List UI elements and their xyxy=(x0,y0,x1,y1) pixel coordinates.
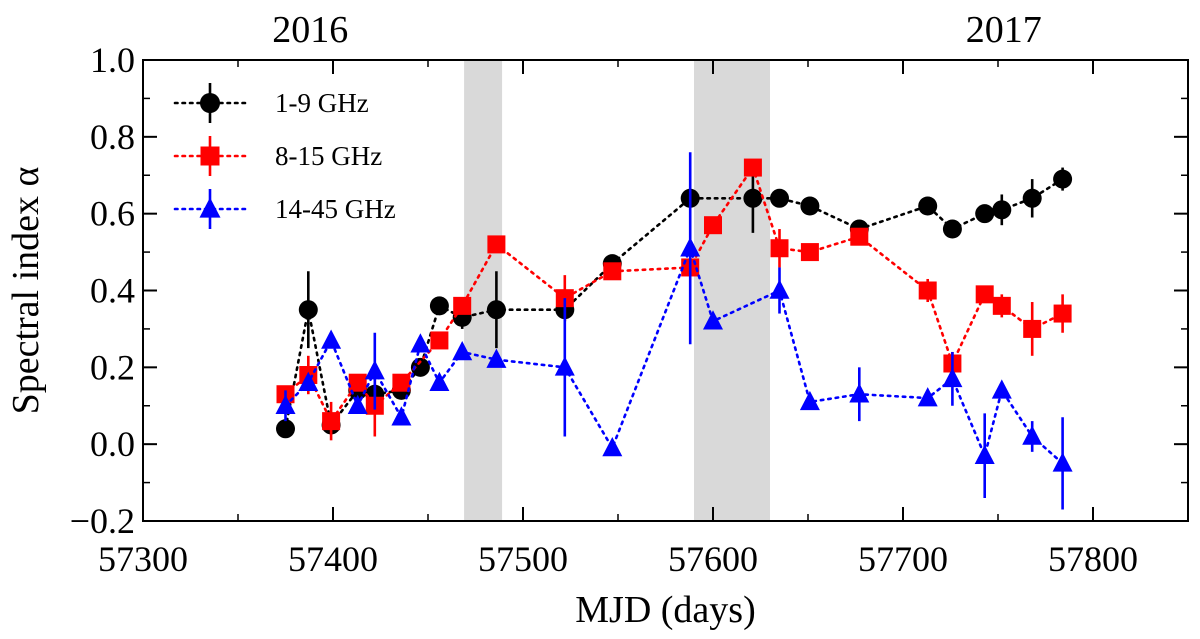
y-tick-label: 0.4 xyxy=(90,271,135,311)
series-14-45-ghz xyxy=(275,152,1073,510)
data-point xyxy=(276,419,295,439)
data-point xyxy=(453,296,472,315)
data-point xyxy=(298,300,318,320)
data-point xyxy=(1053,304,1072,323)
x-tick-label: 57700 xyxy=(858,539,948,579)
data-point xyxy=(918,196,938,216)
data-point xyxy=(321,329,342,349)
data-point xyxy=(704,216,722,235)
data-point xyxy=(770,239,789,258)
data-point xyxy=(391,406,412,426)
legend-marker xyxy=(200,146,220,166)
legend-marker xyxy=(200,93,220,113)
legend-item: 1-9 GHz xyxy=(173,83,369,123)
data-point xyxy=(486,348,507,368)
tick-labels: 57300 57400 57500 57600 57700 57800 −0.2 0.0 0.2… xyxy=(70,40,1138,579)
data-point xyxy=(1022,188,1042,208)
data-point xyxy=(429,371,450,391)
data-point xyxy=(452,340,473,361)
data-point xyxy=(800,243,819,262)
data-point xyxy=(1022,425,1043,445)
data-point xyxy=(975,285,994,304)
data-point xyxy=(322,412,341,431)
data-point xyxy=(554,356,575,376)
data-point xyxy=(800,196,820,216)
data-point xyxy=(942,367,963,388)
data-point xyxy=(769,279,790,299)
data-point xyxy=(603,262,622,281)
data-point xyxy=(348,373,367,392)
data-point xyxy=(992,296,1011,315)
data-point xyxy=(991,379,1012,399)
series-line xyxy=(284,244,1064,465)
data-point xyxy=(799,390,820,411)
data-point xyxy=(974,444,995,464)
year-labels: 2016 2017 xyxy=(272,9,1042,51)
year-label: 2017 xyxy=(966,9,1042,51)
data-point xyxy=(364,360,385,380)
data-point xyxy=(275,394,296,414)
y-axis-label: Spectral index α xyxy=(5,166,47,414)
legend: 1-9 GHz 8-15 GHz 14-45 GHz xyxy=(173,83,396,229)
data-point xyxy=(298,371,319,391)
data-point xyxy=(743,158,762,177)
data-point xyxy=(430,331,449,350)
y-tick-label: 0.2 xyxy=(90,347,135,387)
data-point xyxy=(429,296,449,316)
legend-label: 1-9 GHz xyxy=(275,88,369,118)
legend-label: 8-15 GHz xyxy=(275,141,382,171)
shaded-regions xyxy=(464,60,770,521)
x-tick-label: 57300 xyxy=(98,539,188,579)
data-point xyxy=(917,387,938,407)
shaded-region-2 xyxy=(694,60,770,521)
x-tick-label: 57400 xyxy=(288,539,378,579)
data-point xyxy=(392,373,411,392)
data-point xyxy=(486,300,506,320)
y-tick-label: −0.2 xyxy=(70,501,135,541)
data-point xyxy=(347,394,368,414)
x-tick-label: 57500 xyxy=(478,539,568,579)
data-point xyxy=(975,204,995,224)
data-point xyxy=(410,333,431,353)
data-point xyxy=(1053,169,1073,189)
legend-label: 14-45 GHz xyxy=(275,194,396,224)
data-point xyxy=(992,200,1012,220)
data-point xyxy=(1023,319,1042,338)
data-point xyxy=(487,235,506,254)
legend-marker xyxy=(199,197,221,218)
data-point xyxy=(680,237,701,257)
data-point xyxy=(1052,452,1073,472)
y-tick-label: 0.0 xyxy=(90,424,135,464)
data-point xyxy=(743,188,763,208)
data-point xyxy=(849,383,870,403)
series-layer xyxy=(275,152,1073,510)
data-point xyxy=(918,281,937,300)
data-point xyxy=(602,437,623,457)
y-tick-label: 1.0 xyxy=(90,40,135,80)
x-axis-label: MJD (days) xyxy=(575,589,755,631)
legend-item: 8-15 GHz xyxy=(173,136,382,176)
data-point xyxy=(942,219,962,239)
axis-ticks xyxy=(142,59,1188,522)
x-tick-label: 57600 xyxy=(668,539,758,579)
year-label: 2016 xyxy=(272,9,348,51)
data-point xyxy=(770,188,789,208)
data-point xyxy=(703,310,723,330)
y-tick-label: 0.8 xyxy=(90,117,135,157)
x-tick-label: 57800 xyxy=(1048,539,1138,579)
data-point xyxy=(850,227,869,246)
y-tick-label: 0.6 xyxy=(90,194,135,234)
legend-item: 14-45 GHz xyxy=(173,189,396,229)
